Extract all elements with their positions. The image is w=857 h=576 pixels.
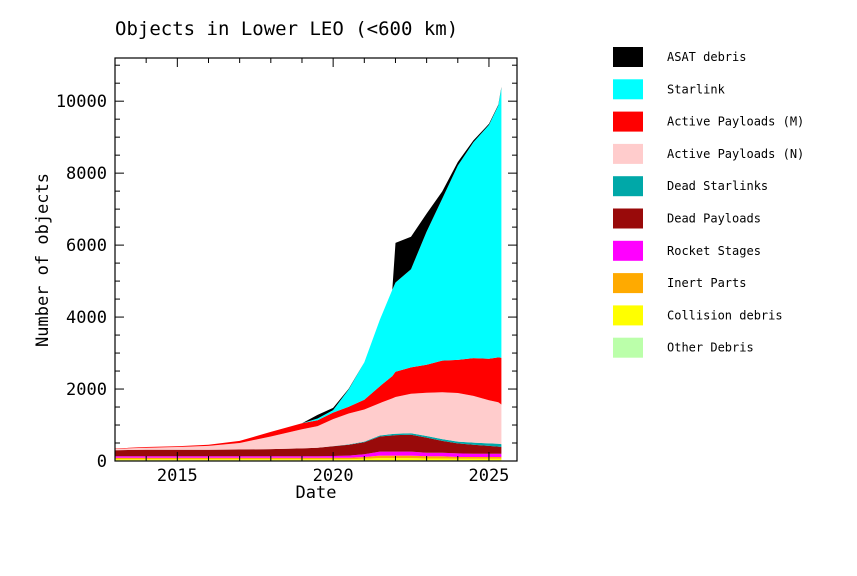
x-tick-label: 2015: [157, 466, 198, 486]
legend-swatch-starlink: [613, 79, 643, 100]
y-tick-label: 4000: [66, 308, 107, 328]
legend-label-active-payloads-n: Active Payloads (N): [667, 147, 804, 161]
y-tick-label: 6000: [66, 236, 107, 256]
y-tick-label: 8000: [66, 164, 107, 184]
legend-swatch-inert-parts: [613, 273, 643, 294]
legend-swatch-rocket-stages: [613, 240, 643, 261]
y-tick-label: 0: [97, 452, 107, 472]
legend-label-collision-debris: Collision debris: [667, 308, 783, 322]
legend-label-asat-debris: ASAT debris: [667, 50, 746, 64]
x-tick-label: 2020: [313, 466, 354, 486]
legend-swatch-dead-payloads: [613, 208, 643, 229]
area-active-payloads-n: [115, 392, 502, 451]
y-tick-label: 2000: [66, 380, 107, 400]
area-dead-payloads: [115, 434, 502, 457]
y-axis-label: Number of objects: [33, 173, 53, 347]
legend-swatch-asat-debris: [613, 47, 643, 67]
legend: ASAT debris Starlink Active Payloads (M) Ac…: [613, 47, 804, 358]
plot-frame: [114, 57, 518, 462]
legend-label-dead-starlinks: Dead Starlinks: [667, 179, 768, 193]
legend-swatch-active-payloads-m: [613, 111, 643, 132]
x-axis-label: Date: [296, 483, 337, 503]
legend-swatch-dead-starlinks: [613, 176, 643, 197]
area-active-payloads-m: [115, 357, 502, 449]
legend-label-active-payloads-m: Active Payloads (M): [667, 115, 804, 129]
legend-label-dead-payloads: Dead Payloads: [667, 212, 761, 226]
legend-label-inert-parts: Inert Parts: [667, 276, 746, 290]
area-rocket-stages: [115, 451, 502, 458]
legend-label-starlink: Starlink: [667, 82, 726, 96]
area-starlink: [115, 87, 502, 449]
legend-label-other-debris: Other Debris: [667, 341, 754, 355]
legend-label-rocket-stages: Rocket Stages: [667, 244, 761, 258]
legend-swatch-other-debris: [613, 337, 643, 358]
chart-title: Objects in Lower LEO (<600 km): [115, 18, 458, 40]
x-tick-label: 2025: [468, 466, 509, 486]
y-tick-label: 10000: [56, 92, 107, 112]
area-inert-parts: [115, 455, 502, 460]
axes: 0 2000 4000 6000 8000 10000 2015 2020 2025: [56, 57, 518, 486]
stacked-areas: [115, 87, 502, 461]
legend-swatch-active-payloads-n: [613, 143, 643, 164]
legend-swatch-collision-debris: [613, 305, 643, 326]
